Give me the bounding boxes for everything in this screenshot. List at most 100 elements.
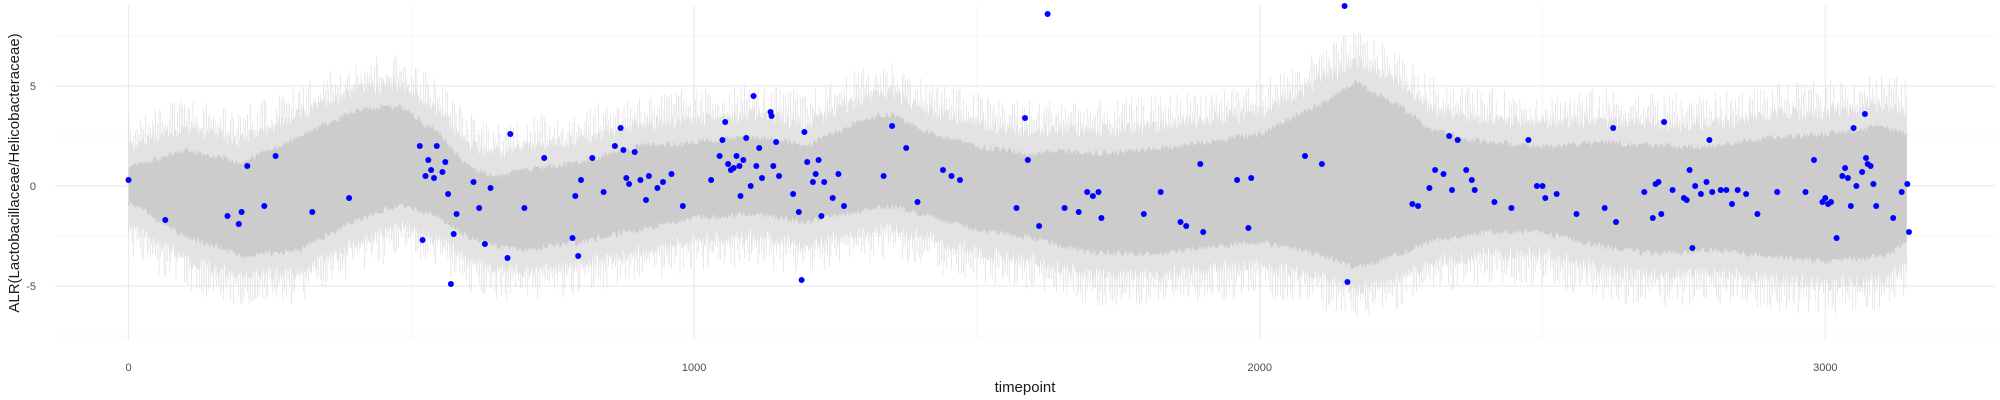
data-point [626, 181, 633, 187]
data-point [1022, 115, 1028, 121]
data-point [617, 125, 624, 131]
data-point [1853, 183, 1860, 189]
data-point [790, 191, 797, 197]
data-point [1703, 179, 1710, 185]
data-point [716, 153, 723, 159]
data-point [1197, 161, 1204, 167]
data-point [1717, 187, 1724, 193]
inner-band [128, 79, 1907, 270]
data-point [1098, 215, 1105, 221]
data-point [753, 163, 760, 169]
data-point [1709, 189, 1716, 195]
data-point [740, 157, 747, 163]
data-point [1822, 195, 1829, 201]
data-point [1873, 203, 1880, 209]
data-point [750, 93, 757, 99]
data-point [425, 157, 432, 163]
data-point [504, 255, 511, 261]
data-point [1863, 155, 1869, 161]
data-point [733, 153, 740, 159]
data-point [439, 169, 446, 175]
data-point [1468, 177, 1475, 183]
data-point [1471, 187, 1478, 193]
data-point [815, 157, 822, 163]
data-point [1683, 197, 1690, 203]
data-point [1861, 111, 1868, 117]
data-point [272, 153, 279, 159]
data-point [1426, 185, 1433, 191]
data-point [1302, 153, 1308, 159]
data-point [737, 193, 744, 199]
data-point [1754, 211, 1761, 217]
data-point [631, 149, 638, 155]
data-point [1454, 137, 1461, 143]
data-point [1847, 203, 1854, 209]
data-point [346, 195, 353, 201]
data-point [450, 231, 457, 237]
data-point [1415, 203, 1422, 209]
data-point [736, 163, 743, 169]
data-point [578, 177, 584, 183]
data-point [809, 179, 816, 185]
data-point [1449, 187, 1455, 193]
data-point [487, 185, 494, 191]
data-point [903, 145, 910, 151]
data-point [1828, 199, 1834, 205]
data-point [1802, 189, 1809, 195]
observations [125, 3, 1912, 287]
data-point [1318, 161, 1325, 167]
data-point [507, 131, 514, 137]
data-point [1095, 189, 1102, 195]
data-point [1525, 137, 1532, 143]
data-point [1658, 211, 1665, 217]
data-point [431, 175, 437, 181]
credible-bands [128, 54, 1907, 296]
data-point [1686, 167, 1693, 173]
axes: 0 1000 2000 3000 -5 0 5 timepoint ALR(Lactobacil… [6, 33, 1838, 396]
data-point [1706, 137, 1713, 143]
data-point [238, 209, 245, 215]
data-point [433, 143, 440, 149]
data-point [889, 123, 896, 129]
data-point [756, 145, 763, 151]
data-point [453, 211, 460, 217]
data-point [1641, 189, 1648, 195]
data-point [1089, 193, 1096, 199]
data-point [668, 171, 675, 177]
data-point [1729, 201, 1735, 207]
data-point [747, 183, 754, 189]
data-point [1024, 157, 1031, 163]
data-point [125, 177, 132, 183]
data-point [1200, 229, 1207, 235]
data-point [770, 163, 777, 169]
data-point [447, 281, 454, 287]
data-point [1904, 181, 1911, 187]
data-point [660, 179, 666, 185]
data-point [1432, 167, 1439, 173]
data-point [1734, 187, 1741, 193]
y-axis-title: ALR(Lactobacillaceae/Helicobacteraceae) [6, 33, 23, 312]
data-point [940, 167, 946, 173]
data-point [795, 209, 802, 215]
data-point [162, 217, 169, 223]
data-point [1890, 215, 1897, 221]
data-point [1661, 119, 1668, 125]
data-point [957, 177, 963, 183]
data-point [1839, 173, 1846, 179]
data-point [1183, 223, 1190, 229]
data-point [1177, 219, 1184, 225]
x-tick-label: 3000 [1813, 362, 1837, 374]
data-point [1743, 191, 1750, 197]
data-point [1601, 205, 1608, 211]
data-point [1533, 183, 1540, 189]
data-point [645, 173, 652, 179]
data-point [1692, 183, 1699, 189]
data-point [730, 165, 737, 171]
data-point [948, 173, 955, 179]
data-point [611, 143, 618, 149]
data-point [1084, 189, 1091, 195]
data-point [309, 209, 316, 215]
x-axis-title: timepoint [995, 379, 1057, 396]
y-tick-label: 0 [30, 181, 36, 193]
